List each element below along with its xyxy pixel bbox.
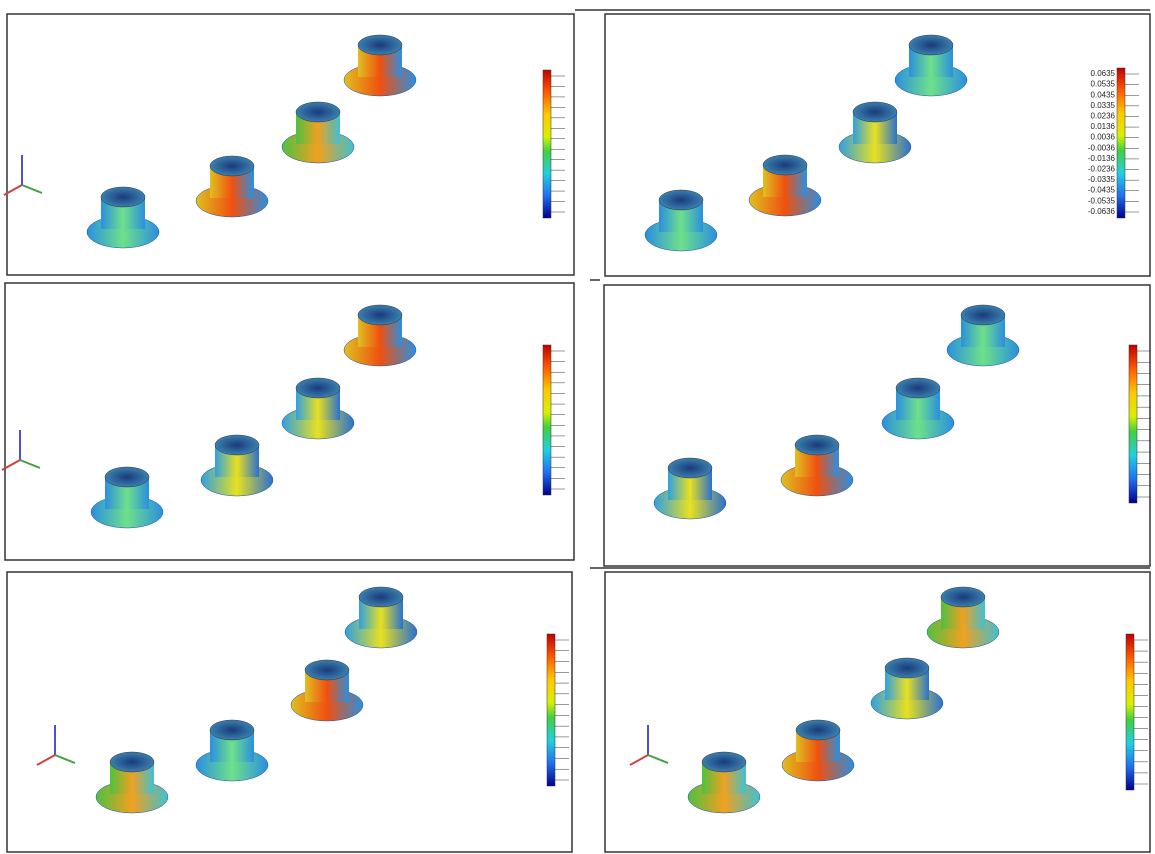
colorbar-label: -0.0136	[1088, 154, 1116, 163]
colorbar-label: 0.0435	[1091, 90, 1116, 99]
colorbar	[1126, 634, 1134, 790]
colorbar	[543, 70, 551, 218]
colorbar-label: 0.0236	[1091, 112, 1116, 121]
part-opening	[305, 660, 349, 680]
colorbar-label: 0.0136	[1091, 122, 1116, 131]
colorbar	[1129, 345, 1137, 503]
part-opening	[210, 720, 254, 740]
part-opening	[668, 458, 712, 478]
colorbar-label: -0.0435	[1088, 186, 1116, 195]
part-opening	[358, 305, 402, 325]
colorbar-label: -0.0236	[1088, 165, 1116, 174]
axis-y	[648, 755, 668, 763]
axis-x	[37, 755, 55, 765]
colorbar	[1117, 68, 1125, 218]
part-opening	[296, 378, 340, 398]
colorbar	[547, 634, 555, 786]
colorbar-label: 0.0535	[1091, 80, 1116, 89]
part-opening	[358, 35, 402, 55]
part-opening	[796, 720, 840, 740]
part-opening	[359, 587, 403, 607]
part-opening	[909, 35, 953, 55]
part-opening	[210, 156, 254, 176]
axis-y	[20, 460, 40, 468]
axis-y	[55, 755, 75, 763]
part-opening	[961, 305, 1005, 325]
part-opening	[885, 658, 929, 678]
part-opening	[105, 467, 149, 487]
axis-x	[630, 755, 648, 765]
colorbar-label: -0.0335	[1088, 175, 1116, 184]
part-opening	[896, 378, 940, 398]
part-opening	[296, 102, 340, 122]
part-opening	[702, 752, 746, 772]
colorbar-label: -0.0636	[1088, 207, 1116, 216]
axis-y	[22, 185, 42, 193]
figure: 0.0635 0.05350.0435 0.0335 0.02360.0136 0.00…	[0, 0, 1155, 854]
part-opening	[101, 187, 145, 207]
part-opening	[110, 752, 154, 772]
part-opening	[853, 102, 897, 122]
part-opening	[659, 190, 703, 210]
part-opening	[215, 435, 259, 455]
part-opening	[795, 435, 839, 455]
part-opening	[763, 155, 807, 175]
colorbar	[543, 345, 551, 495]
colorbar-label: 0.0335	[1091, 101, 1116, 110]
colorbar-label: 0.0036	[1091, 133, 1116, 142]
colorbar-label: -0.0036	[1088, 143, 1116, 152]
colorbar-label: -0.0535	[1088, 196, 1116, 205]
part-opening	[941, 587, 985, 607]
colorbar-label: 0.0635	[1091, 69, 1116, 78]
